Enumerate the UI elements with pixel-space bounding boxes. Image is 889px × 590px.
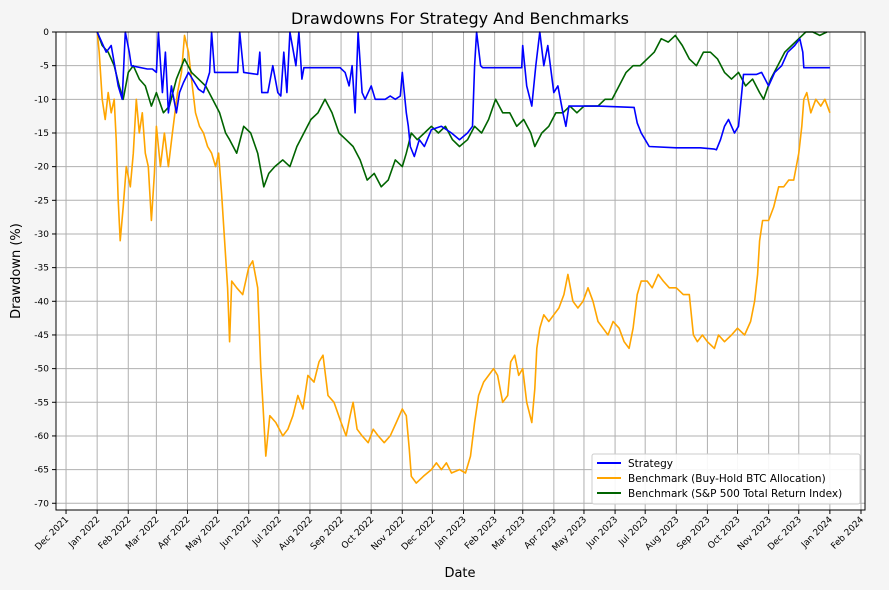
y-tick-label: -20 — [34, 163, 49, 173]
series-strategy — [96, 31, 830, 158]
legend-box — [591, 453, 861, 505]
y-tick-label: 0 — [43, 28, 49, 38]
y-tick-label: -70 — [34, 499, 49, 509]
series-btc — [96, 31, 831, 484]
y-tick-label: -45 — [34, 331, 49, 341]
legend-label-strategy: Strategy — [628, 458, 673, 470]
y-tick-label: -5 — [40, 62, 49, 72]
y-tick-label: -15 — [34, 129, 49, 139]
y-tick-label: -50 — [34, 365, 49, 375]
plot-frame — [55, 31, 866, 511]
chart-title: Drawdowns For Strategy And Benchmarks — [291, 9, 629, 28]
y-tick-label: -40 — [34, 297, 49, 307]
y-tick-label: -60 — [34, 432, 49, 442]
x-axis-title: Date — [444, 566, 475, 581]
series-sp500 — [96, 31, 828, 188]
y-tick-label: -65 — [34, 466, 49, 476]
y-tick-label: -30 — [34, 230, 49, 240]
legend: Strategy Benchmark (Buy-Hold BTC Allocat… — [591, 453, 861, 505]
plot-area — [56, 32, 865, 510]
legend-label-btc: Benchmark (Buy-Hold BTC Allocation) — [628, 473, 826, 485]
y-axis-title: Drawdown (%) — [9, 223, 24, 319]
y-axis: 0 -5 -10 -15 -20 -25 -30 -35 -40 -45 -50 -55 -60 -65 -… — [34, 28, 56, 509]
y-tick-label: -25 — [34, 196, 49, 206]
y-tick-label: -55 — [34, 398, 49, 408]
series-layer — [96, 31, 831, 484]
legend-label-sp500: Benchmark (S&P 500 Total Return Index) — [628, 488, 842, 500]
y-tick-label: -35 — [34, 264, 49, 274]
y-tick-label: -10 — [34, 95, 49, 105]
